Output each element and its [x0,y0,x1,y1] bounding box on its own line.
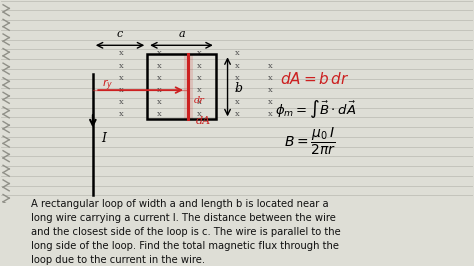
Text: $r_y$: $r_y$ [102,77,114,93]
Text: $B = \dfrac{\mu_0\,I}{2\pi r}$: $B = \dfrac{\mu_0\,I}{2\pi r}$ [284,125,337,157]
Text: dA: dA [195,116,210,126]
Text: x: x [235,74,239,82]
Text: x: x [156,61,161,70]
Text: $\phi_m = \int \vec{B}\cdot d\vec{A}$: $\phi_m = \int \vec{B}\cdot d\vec{A}$ [275,98,356,120]
Text: x: x [119,98,124,106]
Text: x: x [197,86,201,94]
Text: x: x [119,61,124,70]
Text: x: x [197,61,201,70]
Text: x: x [156,86,161,94]
Text: x: x [268,98,273,106]
Text: A rectangular loop of width a and length b is located near a
long wire carrying : A rectangular loop of width a and length… [31,199,341,265]
Text: x: x [197,110,201,118]
Text: x: x [268,61,273,70]
Text: x: x [235,61,239,70]
Text: x: x [197,98,201,106]
Text: x: x [119,49,124,57]
Text: x: x [268,110,273,118]
Text: x: x [268,86,273,94]
Text: x: x [156,74,161,82]
Text: x: x [119,74,124,82]
Text: x: x [119,86,124,94]
Text: a: a [178,29,185,39]
Text: x: x [235,110,239,118]
Text: I: I [101,132,106,146]
Text: x: x [197,49,201,57]
Text: x: x [156,110,161,118]
Text: x: x [235,98,239,106]
Text: x: x [268,74,273,82]
Text: x: x [235,49,239,57]
Text: x: x [156,98,161,106]
Text: dr: dr [194,96,205,105]
Bar [147,55,216,119]
Text: $dA = b\,dr$: $dA = b\,dr$ [280,71,349,87]
Text: c: c [117,29,123,39]
Text: b: b [235,82,243,95]
Text: x: x [119,110,124,118]
Text: x: x [235,86,239,94]
Bar [184,55,192,119]
Text: x: x [197,74,201,82]
Text: x: x [156,49,161,57]
